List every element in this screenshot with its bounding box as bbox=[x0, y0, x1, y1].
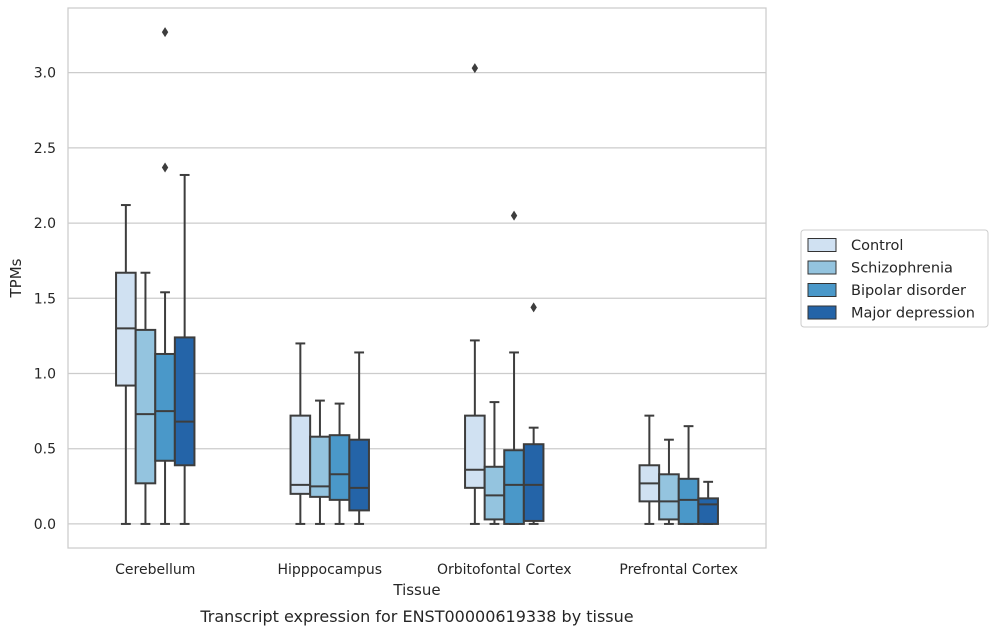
box bbox=[697, 497, 719, 525]
category-group bbox=[638, 414, 719, 525]
x-axis-label: Tissue bbox=[392, 581, 440, 599]
box bbox=[289, 414, 312, 495]
outlier-point bbox=[510, 210, 518, 221]
y-axis-label: TPMs bbox=[7, 258, 25, 298]
legend-label: Major depression bbox=[851, 306, 975, 322]
y-tick-label: 0.0 bbox=[34, 517, 56, 533]
legend: Control Schizophrenia Bipolar disorder Majo… bbox=[800, 229, 989, 328]
outlier-point bbox=[471, 63, 479, 74]
box bbox=[464, 414, 486, 489]
box bbox=[328, 434, 351, 501]
legend-frame bbox=[800, 229, 989, 328]
box bbox=[173, 336, 196, 467]
box bbox=[658, 473, 680, 521]
box bbox=[483, 465, 506, 521]
box bbox=[522, 443, 545, 522]
category-group bbox=[464, 63, 545, 525]
box bbox=[154, 352, 176, 462]
x-tick-label: Prefrontal Cortex bbox=[619, 562, 738, 578]
y-tick-label: 2.0 bbox=[34, 216, 56, 232]
box bbox=[134, 328, 157, 485]
box bbox=[503, 449, 525, 525]
y-tick-label: 0.5 bbox=[34, 442, 56, 458]
y-tick-label: 3.0 bbox=[34, 66, 56, 82]
y-tick-labels: 0.0 0.5 1.0 1.5 2.0 2.5 3.0 bbox=[34, 66, 56, 533]
legend-swatch bbox=[807, 260, 837, 275]
x-tick-label: Hipppocampus bbox=[277, 562, 382, 578]
y-tick-label: 2.5 bbox=[34, 141, 56, 157]
legend-label: Control bbox=[851, 238, 903, 254]
box bbox=[677, 477, 700, 525]
x-tick-labels: Cerebellum Hipppocampus Orbitofontal Corte… bbox=[115, 562, 738, 578]
legend-swatch bbox=[807, 283, 837, 297]
box bbox=[348, 438, 370, 512]
outlier-point bbox=[161, 27, 169, 38]
plot-area bbox=[67, 7, 767, 549]
box bbox=[309, 435, 331, 498]
legend-label: Schizophrenia bbox=[851, 261, 953, 277]
category-group bbox=[115, 27, 196, 525]
y-tick-label: 1.0 bbox=[34, 367, 56, 383]
chart-caption: Transcript expression for ENST0000061933… bbox=[199, 607, 633, 626]
x-tick-label: Cerebellum bbox=[115, 562, 195, 578]
category-group bbox=[289, 342, 370, 525]
box-groups bbox=[115, 27, 719, 525]
y-tick-label: 1.5 bbox=[34, 291, 56, 307]
legend-swatch bbox=[807, 305, 837, 320]
legend-swatch bbox=[807, 238, 837, 252]
x-tick-label: Orbitofontal Cortex bbox=[437, 562, 572, 578]
outlier-point bbox=[161, 162, 169, 173]
outlier-point bbox=[530, 302, 537, 313]
legend-label: Bipolar disorder bbox=[851, 283, 966, 299]
